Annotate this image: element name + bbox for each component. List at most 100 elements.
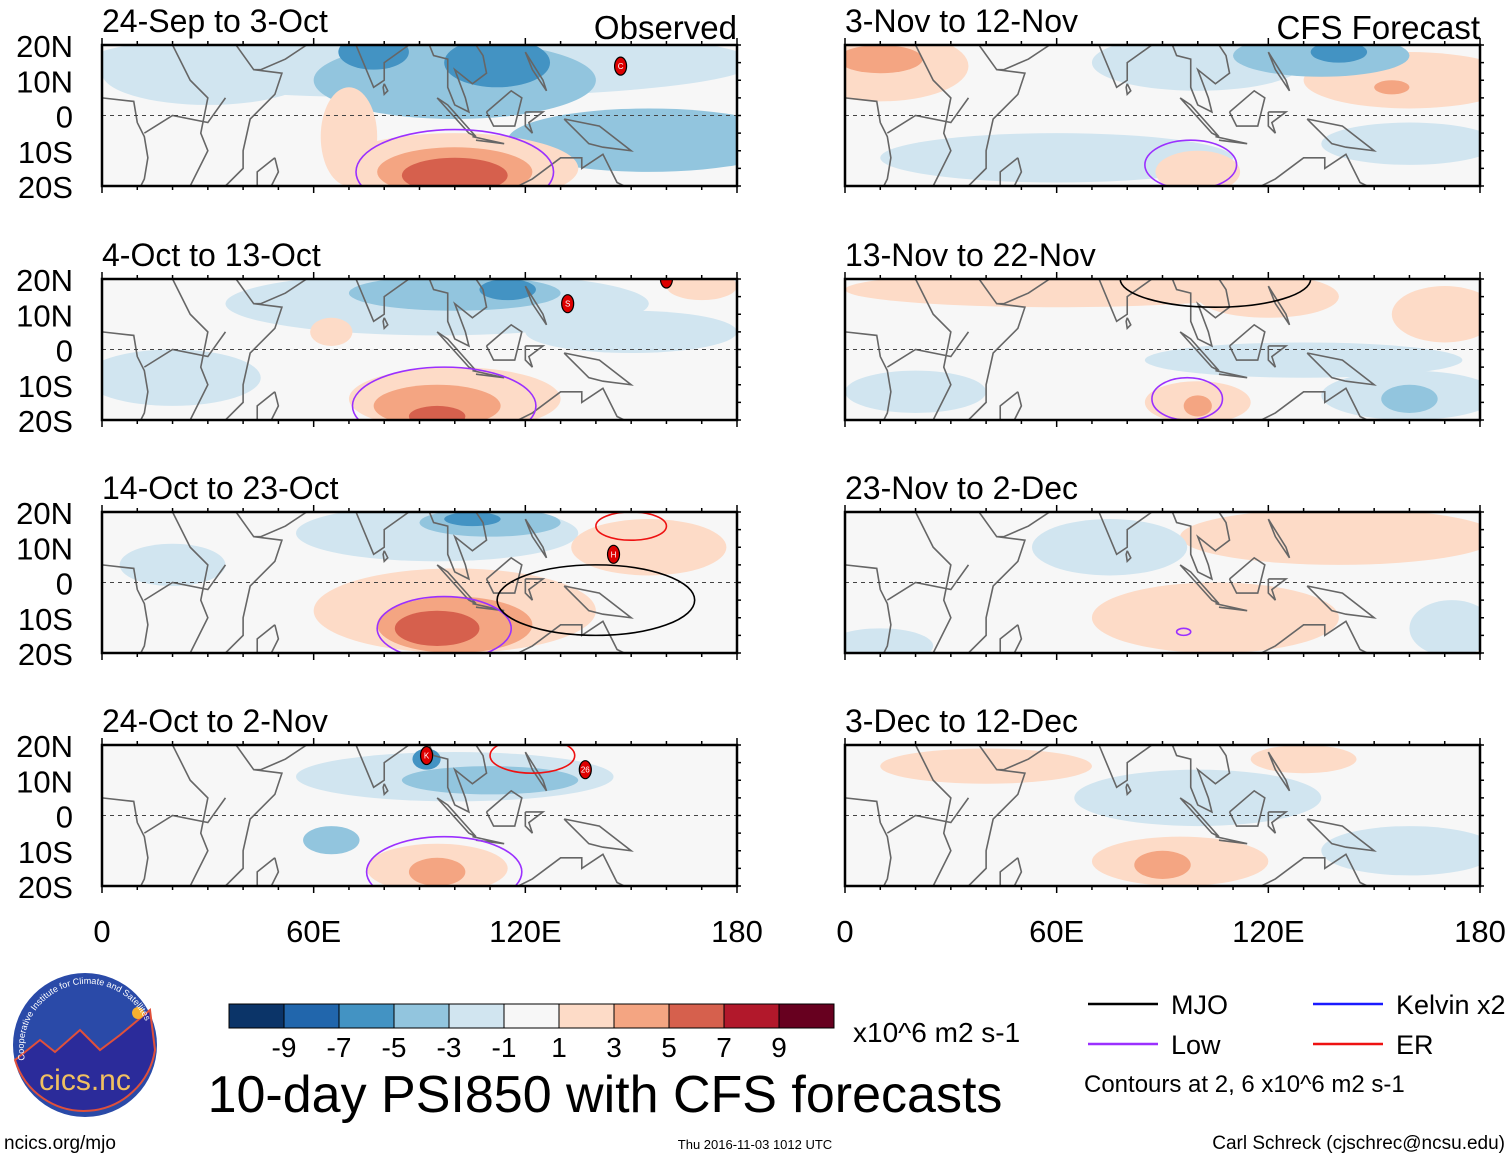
- anomaly-shading: [1310, 45, 1368, 63]
- coastline: [1097, 745, 1155, 789]
- coastline: [253, 512, 308, 538]
- anomaly-shading: [845, 628, 934, 653]
- coastline: [428, 279, 488, 348]
- colorbar-swatch: [778, 1003, 835, 1029]
- coastline: [1267, 578, 1289, 601]
- cyclone-label: 26: [581, 766, 590, 775]
- coastline: [171, 45, 209, 186]
- colorbar-swatch: [338, 1003, 395, 1029]
- y-tick-label: 10N: [16, 298, 73, 333]
- coastline: [914, 745, 952, 886]
- coastline: [472, 135, 505, 145]
- coastline: [382, 83, 389, 97]
- anomaly-shading: [571, 519, 727, 576]
- author-credit: Carl Schreck (cjschrec@ncsu.edu): [1212, 1133, 1505, 1154]
- anomaly-shading: [444, 45, 551, 88]
- y-tick-label: 10S: [18, 835, 73, 870]
- cyclone-label: H: [611, 550, 617, 559]
- coastline: [1267, 345, 1289, 368]
- contour-er: [595, 512, 668, 541]
- anomaly-shading: [1074, 769, 1322, 827]
- coastline: [354, 512, 412, 556]
- y-tick-label: 10N: [16, 64, 73, 99]
- anomaly-shading: [303, 826, 360, 855]
- colorbar-swatch: [613, 1003, 670, 1029]
- contour-note: Contours at 2, 6 x10^6 m2 s-1: [1084, 1071, 1405, 1098]
- colorbar-swatch: [283, 1003, 340, 1029]
- colorbar-label: 3: [606, 1032, 622, 1063]
- coastline: [516, 153, 625, 186]
- coastline: [999, 624, 1023, 653]
- coastline: [1215, 835, 1248, 845]
- contour-low: [351, 366, 537, 420]
- site-link[interactable]: ncics.org/mjo: [4, 1133, 116, 1154]
- coastline: [256, 624, 280, 653]
- anomaly-shading: [102, 349, 261, 406]
- coastline: [472, 369, 505, 379]
- colorbar-label: -9: [272, 1032, 297, 1063]
- panel-title: 14-Oct to 23-Oct: [102, 470, 339, 506]
- coastline: [428, 45, 488, 114]
- coastline: [171, 745, 209, 886]
- map-panel: C: [102, 45, 737, 186]
- coastline: [914, 279, 952, 420]
- colorbar-label: -7: [327, 1032, 352, 1063]
- colorbar-label: -5: [382, 1032, 407, 1063]
- coastline: [999, 857, 1023, 886]
- contour-mjo: [496, 564, 696, 637]
- coastline: [845, 564, 892, 653]
- coastline: [1228, 789, 1266, 827]
- anomaly-shading: [1155, 150, 1241, 186]
- contour-er: [489, 745, 576, 774]
- anomaly-shading: [1391, 286, 1480, 343]
- map-panel: H: [102, 512, 737, 653]
- anomaly-shading: [845, 370, 987, 413]
- panel-title: 13-Nov to 22-Nov: [845, 237, 1096, 273]
- coastline: [256, 391, 280, 420]
- coastline: [524, 751, 548, 792]
- colorbar-swatch: [393, 1003, 450, 1029]
- anomaly-shading: [1409, 600, 1480, 653]
- legend-label: Kelvin x2: [1396, 990, 1506, 1020]
- map-panel: K 26: [102, 745, 737, 886]
- anomaly-shading: [338, 45, 409, 70]
- anomaly-shading: [444, 512, 501, 527]
- coastline: [428, 512, 488, 581]
- panel-title: 23-Nov to 2-Dec: [845, 470, 1078, 506]
- coastline: [1259, 153, 1368, 186]
- coastline: [1228, 556, 1266, 594]
- coastline: [886, 97, 970, 134]
- panel-title: 24-Oct to 2-Nov: [102, 703, 328, 739]
- cyclone-label: S: [565, 300, 570, 309]
- y-tick-label: 20N: [16, 29, 73, 64]
- y-tick-label: 20S: [18, 404, 73, 439]
- coastline: [845, 331, 892, 420]
- coastline: [382, 783, 389, 797]
- logo-text: cics.nc: [39, 1064, 131, 1097]
- y-tick-label: 20S: [18, 170, 73, 205]
- coastline: [1097, 512, 1155, 556]
- coastline: [1267, 811, 1289, 834]
- coastline: [1125, 550, 1132, 564]
- anomaly-shading: [525, 310, 737, 354]
- x-tick-label: 180: [1454, 914, 1506, 949]
- anomaly-shading: [401, 766, 579, 795]
- colorbar-label: 9: [771, 1032, 787, 1063]
- coastline: [428, 745, 488, 814]
- y-tick-label: 10S: [18, 369, 73, 404]
- x-tick-label: 120E: [489, 914, 561, 949]
- coastline: [999, 157, 1023, 186]
- anomaly-shading: [1321, 826, 1480, 876]
- coastline: [102, 331, 149, 420]
- coastline: [886, 797, 970, 834]
- colorbar-swatch: [723, 1003, 780, 1029]
- coastline: [1171, 745, 1231, 814]
- coastline: [524, 578, 546, 601]
- panel-title: 3-Dec to 12-Dec: [845, 703, 1078, 739]
- cyclone-icon: C: [613, 56, 628, 76]
- anomaly-shading: [373, 384, 501, 420]
- coastline: [563, 585, 634, 619]
- coastline: [253, 45, 308, 71]
